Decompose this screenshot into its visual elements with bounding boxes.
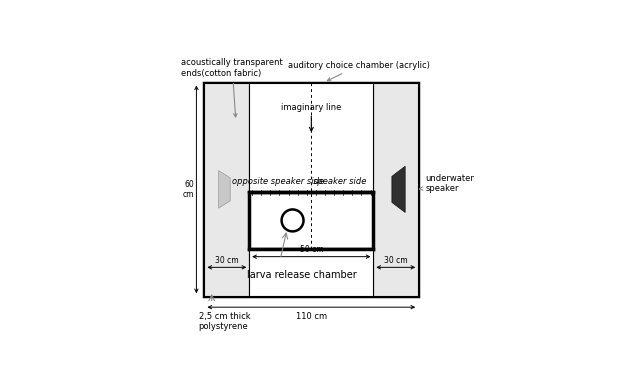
Bar [205, 82, 418, 296]
Bar [205, 82, 249, 296]
Text: imaginary line: imaginary line [281, 103, 341, 112]
Text: larva release chamber: larva release chamber [246, 270, 357, 280]
Bar [249, 82, 374, 192]
Text: underwater
speaker: underwater speaker [420, 174, 474, 193]
Text: opposite speaker side: opposite speaker side [232, 177, 324, 186]
Polygon shape [219, 171, 230, 208]
Text: 110 cm: 110 cm [295, 312, 327, 321]
Text: 50 cm: 50 cm [299, 245, 323, 254]
Polygon shape [392, 166, 405, 213]
Text: acoustically transparent
ends(cotton fabric): acoustically transparent ends(cotton fab… [181, 58, 283, 117]
Text: 60
cm: 60 cm [183, 180, 194, 199]
Bar [374, 82, 418, 296]
Text: 30 cm: 30 cm [215, 256, 239, 265]
Text: 2,5 cm thick
polystyrene: 2,5 cm thick polystyrene [198, 312, 250, 332]
Text: auditory choice chamber (acrylic): auditory choice chamber (acrylic) [289, 61, 430, 81]
Bar [249, 192, 374, 249]
Text: speaker side: speaker side [313, 177, 367, 186]
Text: 30 cm: 30 cm [384, 256, 408, 265]
Bar [249, 249, 374, 296]
